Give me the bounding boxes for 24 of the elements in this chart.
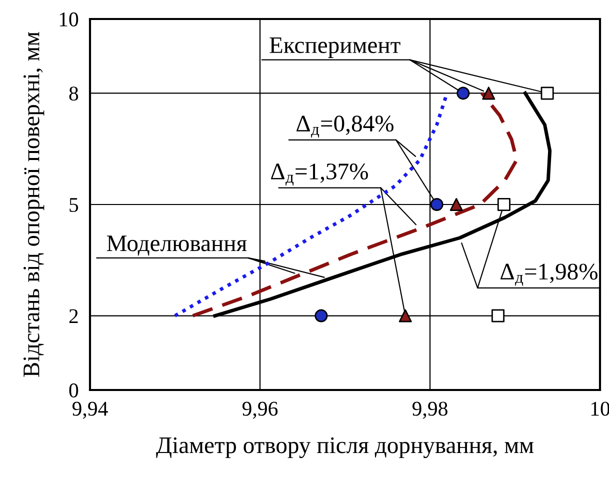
- point: [314, 309, 328, 322]
- annotation: Δ$_{д}$=0,84%: [296, 116, 394, 138]
- x-axis-title: Діаметр отвору після дорнування, мм: [156, 437, 534, 458]
- annotation: Δ$_{д}$=1,98%: [500, 264, 598, 286]
- annotation: Експеримент: [270, 37, 400, 58]
- y-tick-label: 5: [70, 198, 78, 212]
- point: [497, 198, 510, 212]
- point: [398, 309, 412, 322]
- x-tick-label: 9,98: [412, 402, 448, 419]
- y-tick-label: 10: [60, 12, 78, 26]
- point: [430, 198, 444, 212]
- y-axis-title: Відстань від опорної поверхні, мм: [24, 32, 44, 377]
- annotation: Моделювання: [106, 236, 247, 256]
- y-tick-label: 8: [69, 86, 78, 101]
- x-tick-label: 9,96: [242, 402, 278, 419]
- y-tick-label: 0: [69, 383, 78, 398]
- annotation: Δ$_{д}$=1,37%: [271, 164, 368, 186]
- point: [491, 309, 505, 322]
- x-tick-label: 9,94: [72, 402, 108, 419]
- y-tick-label: 2: [69, 309, 78, 324]
- point: [482, 86, 496, 100]
- point: [450, 198, 463, 212]
- point: [540, 86, 554, 100]
- point: [456, 86, 470, 100]
